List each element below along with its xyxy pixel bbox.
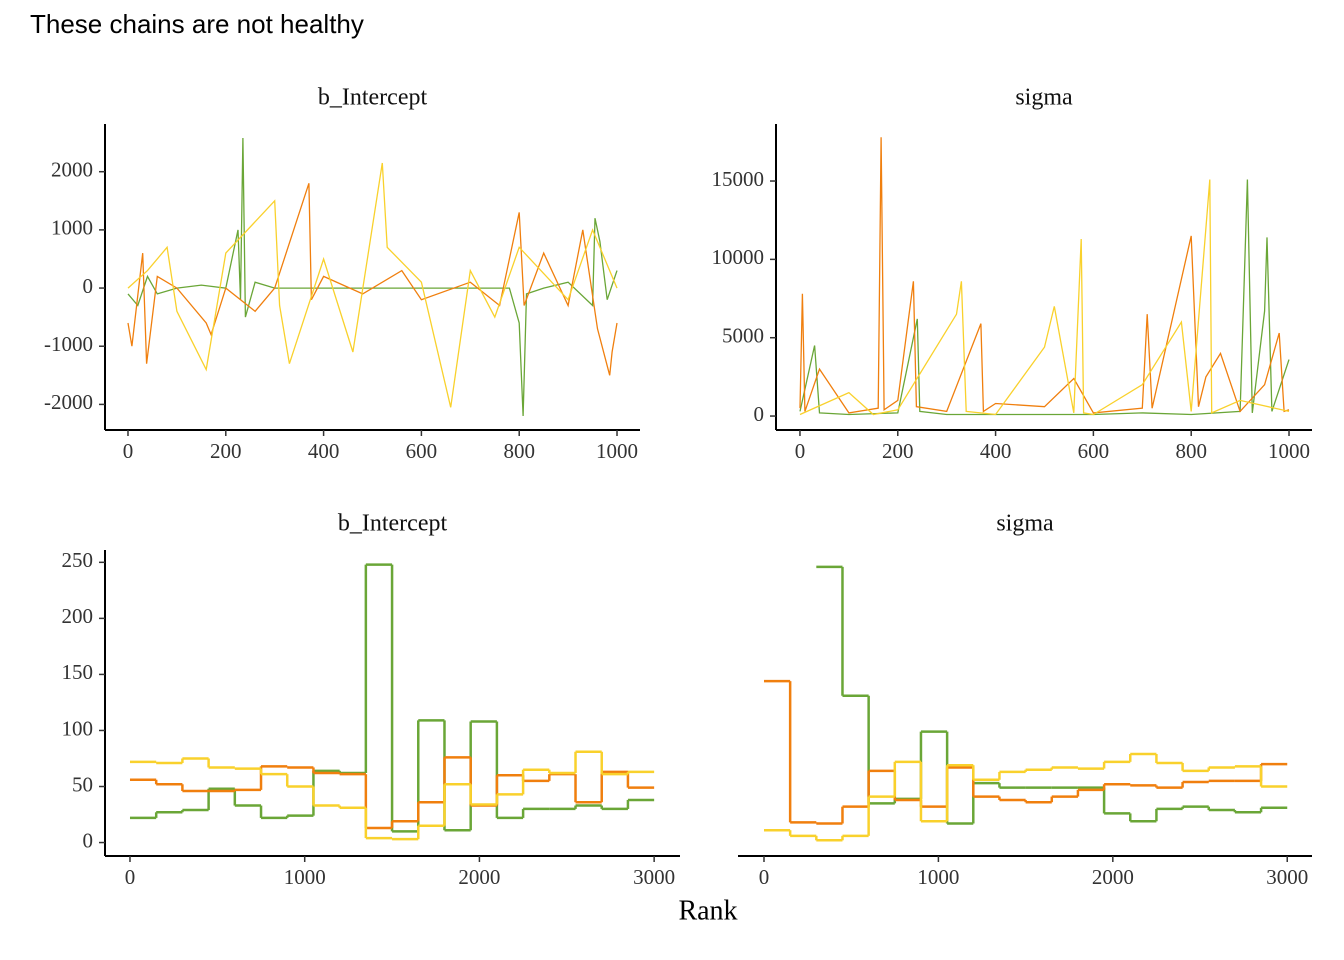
y-tick-label: -2000 [44, 390, 93, 414]
x-axis-label: Rank [678, 895, 737, 926]
panel-title: b_Intercept [318, 85, 428, 111]
x-tick-label: 1000 [284, 865, 326, 889]
y-tick-label: 150 [62, 660, 94, 684]
y-tick-label: 0 [754, 402, 765, 426]
x-tick-label: 3000 [633, 865, 675, 889]
x-tick-label: 800 [1175, 439, 1207, 463]
x-tick-label: 1000 [596, 439, 638, 463]
y-tick-label: 50 [72, 772, 93, 796]
x-tick-label: 0 [759, 865, 770, 889]
y-tick-label: 100 [62, 716, 94, 740]
y-tick-label: 0 [83, 274, 94, 298]
y-tick-label: 15000 [712, 167, 765, 191]
figure-title: These chains are not healthy [30, 9, 364, 39]
trace-line [127, 162, 618, 408]
y-tick-label: 0 [83, 828, 94, 852]
x-tick-label: 200 [210, 439, 242, 463]
x-tick-label: 1000 [917, 865, 959, 889]
x-tick-label: 800 [503, 439, 535, 463]
x-tick-label: 2000 [1092, 865, 1134, 889]
trace-line [799, 179, 1290, 416]
y-tick-label: -1000 [44, 332, 93, 356]
x-tick-label: 0 [123, 439, 134, 463]
trace-line [799, 137, 1290, 414]
y-tick-label: 5000 [722, 324, 764, 348]
trace-line [127, 137, 618, 417]
y-tick-label: 250 [62, 548, 94, 572]
x-tick-label: 200 [882, 439, 914, 463]
x-tick-label: 0 [795, 439, 806, 463]
y-tick-label: 1000 [51, 216, 93, 240]
x-tick-label: 600 [406, 439, 438, 463]
x-tick-label: 600 [1078, 439, 1110, 463]
y-tick-label: 10000 [712, 245, 765, 269]
y-tick-label: 2000 [51, 158, 93, 182]
x-tick-label: 400 [308, 439, 340, 463]
panel-title: b_Intercept [338, 511, 448, 537]
panel-title: sigma [1015, 85, 1073, 111]
panel-title: sigma [996, 511, 1054, 537]
trace-line [127, 183, 618, 376]
x-tick-label: 2000 [458, 865, 500, 889]
y-tick-label: 200 [62, 604, 94, 628]
x-tick-label: 3000 [1266, 865, 1308, 889]
x-tick-label: 1000 [1268, 439, 1310, 463]
trace-line [799, 179, 1290, 416]
x-tick-label: 0 [125, 865, 136, 889]
x-tick-label: 400 [980, 439, 1012, 463]
